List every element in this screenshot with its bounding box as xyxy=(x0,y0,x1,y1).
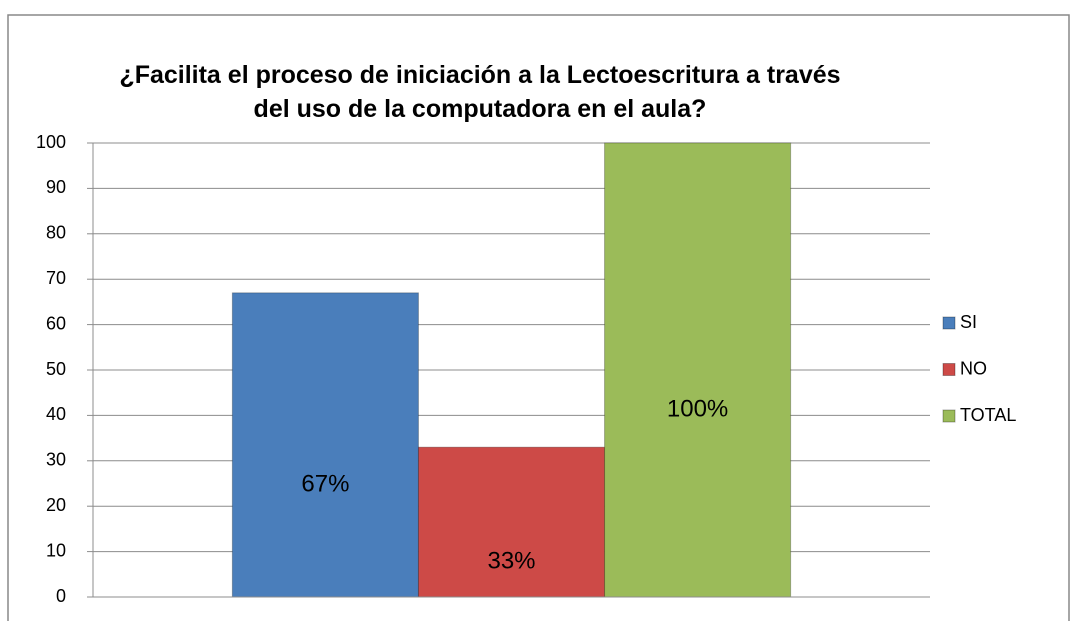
y-tick-label: 100 xyxy=(36,132,66,152)
bar xyxy=(417,446,606,598)
value-label: 67% xyxy=(301,470,349,497)
y-tick-label: 30 xyxy=(46,450,66,470)
value-label: 33% xyxy=(487,547,535,574)
legend-label: SI xyxy=(960,312,977,332)
y-tick-label: 40 xyxy=(46,404,66,424)
y-tick-label: 60 xyxy=(46,313,66,333)
y-tick-label: 10 xyxy=(46,540,66,560)
y-tick-label: 70 xyxy=(46,268,66,288)
legend-label: TOTAL xyxy=(960,405,1016,425)
legend-swatch xyxy=(942,363,956,376)
bar xyxy=(604,142,792,598)
value-label: 100% xyxy=(667,395,728,422)
legend-label: NO xyxy=(960,358,987,378)
legend-swatch xyxy=(942,316,956,330)
y-tick-label: 0 xyxy=(56,586,66,606)
bar xyxy=(231,292,419,598)
y-tick-label: 90 xyxy=(46,177,66,197)
y-tick-label: 50 xyxy=(46,359,66,379)
y-tick-label: 80 xyxy=(46,223,66,243)
chart-title: ¿Facilita el proceso de iniciación a la … xyxy=(119,61,841,123)
y-tick-label: 20 xyxy=(46,495,66,515)
legend-swatch xyxy=(942,409,956,423)
